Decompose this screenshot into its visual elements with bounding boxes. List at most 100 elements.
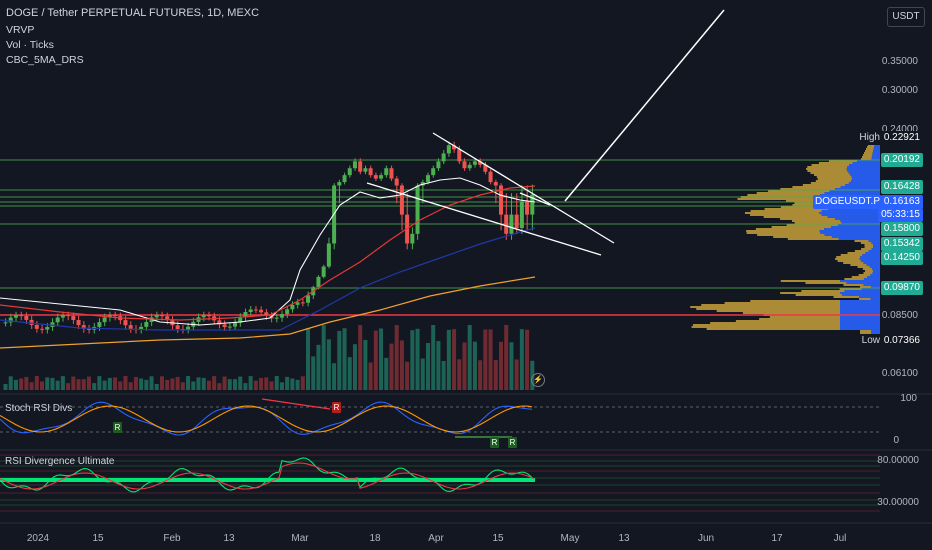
volume-bar [493,360,498,390]
candle-body [66,315,71,317]
volume-bar [321,325,326,390]
indicator-vrvp[interactable]: VRVP [6,24,35,36]
vrvp-bar-value [836,256,861,258]
bull-divergence-mark: R [508,437,517,448]
vrvp-bar-value [866,148,874,150]
vrvp-bar-value [787,238,839,240]
candle-body [139,326,144,330]
vrvp-bar-value [839,288,862,290]
high-label: High [857,131,882,145]
vrvp-bar-volume [847,170,880,172]
vrvp-bar-volume [874,146,880,148]
vrvp-bar-value [763,216,828,218]
vrvp-bar-value [757,234,825,236]
vrvp-bar-volume [871,330,880,332]
vrvp-bar-value [864,246,874,248]
vrvp-bar-value [851,276,868,278]
volume-bar [498,341,504,390]
volume-bar [478,360,483,390]
vrvp-bar-volume [851,178,880,180]
volume-bar [24,376,29,390]
candle-body [144,322,149,327]
vrvp-bar-volume [845,184,880,186]
vrvp-bar-volume [859,296,880,298]
candle-body [55,317,60,323]
candle-body [107,315,112,318]
vrvp-bar-volume [872,268,880,270]
vrvp-bar-value [716,310,840,312]
vrvp-bar-volume [873,148,880,150]
volume-bar [29,382,34,390]
candle-body [498,185,504,215]
candle-body [394,178,399,186]
vrvp-bar-volume [840,312,880,314]
vrvp-bar-volume [871,332,880,334]
candle-body [97,322,102,327]
vrvp-bar-value [780,292,840,294]
vrvp-bar-value [792,186,841,188]
candle-body [306,295,311,303]
volume-bar [509,342,514,390]
vrvp-bar-volume [848,182,880,184]
vrvp-bar-volume [872,154,880,156]
candle-body [217,320,222,325]
volume-bar [60,376,65,390]
vrvp-bar-value [818,162,853,164]
vrvp-bar-value [860,242,872,244]
vrvp-bar-volume [873,150,880,152]
vrvp-bar-value [863,154,873,156]
bull-divergence-mark: R [113,422,122,433]
indicator-volume[interactable]: Vol · Ticks [6,39,54,51]
symbol-title[interactable]: DOGE / Tether PERPETUAL FUTURES, 1D, MEX… [6,7,260,19]
candle-body [201,315,206,318]
volume-bar [76,379,81,390]
volume-bar [420,358,425,390]
vrvp-bar-volume [851,176,880,178]
vrvp-bar-volume [834,218,880,220]
vrvp-bar-volume [846,168,880,170]
stoch-pane-title[interactable]: Stoch RSI Divs [5,403,73,414]
volume-bar [326,339,331,390]
low-label: Low [859,334,882,348]
volume-bar [40,381,45,390]
vrvp-bar-volume [819,230,880,232]
candle-body [113,315,118,317]
volume-bar [415,328,420,390]
volume-bar [113,377,118,390]
vrvp-bar-value [780,206,836,208]
vrvp-bar-volume [873,244,880,246]
time-tick-feb13: 13 [223,533,235,544]
volume-bars [3,325,535,390]
candle-body [504,214,509,234]
vrvp-bar-volume [874,144,880,146]
price-tick-024: 0.24000 [881,124,918,135]
vrvp-bar-volume [841,222,880,224]
volume-bar [446,329,451,390]
vrvp-bar-volume [863,278,880,280]
candle-body [295,302,300,305]
vrvp-bar-value [745,212,820,214]
vrvp-bar-value [746,230,820,232]
symbol-tag-label: DOGEUSDT.P [812,195,882,209]
volume-bar [264,377,269,390]
volume-bar [259,377,264,390]
volume-bar [431,325,436,390]
vrvp-bar-volume [860,256,880,258]
currency-button[interactable]: USDT [887,7,925,27]
alert-lightning-icon[interactable]: ⚡ [531,373,545,387]
candle-body [81,325,86,329]
volume-bar [71,376,76,390]
volume-bar [212,376,217,390]
vrvp-bar-value [837,260,861,262]
volume-bar [467,325,472,390]
vrvp-bar-value [806,168,847,170]
rsi-pane-title[interactable]: RSI Divergence Ultimate [5,456,115,467]
vrvp-bar-volume [828,208,880,210]
level-tag-015342: 0.15342 [880,237,923,251]
candle-body [326,243,331,267]
indicator-cbc[interactable]: CBC_5MA_DRS [6,54,84,66]
volume-bar [217,383,222,390]
candlesticks [3,141,535,334]
volume-bar [384,357,389,390]
